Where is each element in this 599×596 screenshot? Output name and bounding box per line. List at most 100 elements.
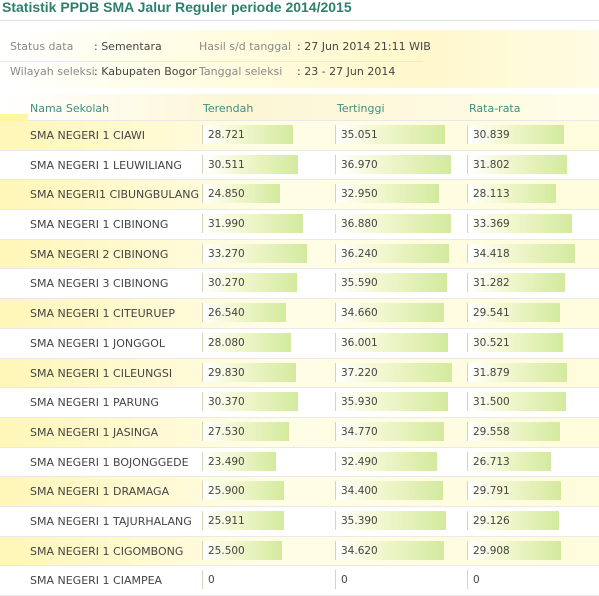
tertinggi-cell: 36.240 (335, 243, 453, 263)
rata-rata-bar (468, 540, 562, 560)
cell-separator (467, 243, 468, 263)
cell-separator (467, 392, 468, 412)
cell-separator (467, 273, 468, 293)
rata-rata-cell: 33.369 (467, 214, 585, 234)
table-row: SMA NEGERI 1 CITEURUEP 26.540 34.660 29.541 (0, 299, 599, 329)
school-name: SMA NEGERI 3 CIBINONG (30, 277, 169, 291)
terendah-value: 27.530 (208, 425, 245, 438)
cell-separator (202, 451, 203, 471)
cell-separator (467, 510, 468, 530)
cell-separator (335, 481, 336, 501)
tertinggi-cell: 35.930 (335, 392, 453, 412)
school-name: SMA NEGERI 1 CILEUNGSI (30, 366, 173, 380)
tertinggi-bar (336, 154, 452, 174)
tertinggi-value: 36.880 (341, 218, 378, 231)
tertinggi-cell: 36.970 (335, 154, 453, 174)
tertinggi-value: 34.400 (341, 485, 378, 498)
cell-separator (335, 303, 336, 323)
tertinggi-bar (336, 125, 446, 144)
table-row: SMA NEGERI 1 CIAMPEA 0 0 0 (0, 566, 599, 596)
header-highlight (0, 114, 28, 122)
terendah-cell: 30.370 (202, 392, 320, 412)
terendah-value: 28.080 (208, 336, 245, 349)
info-row-status: Status data : Sementara Hasil s/d tangga… (0, 35, 599, 62)
terendah-value: 30.511 (208, 158, 245, 171)
cell-separator (202, 125, 203, 144)
rata-rata-bar (468, 392, 567, 412)
tertinggi-cell: 34.400 (335, 481, 453, 501)
school-name: SMA NEGERI 1 CIGOMBONG (30, 544, 184, 558)
tertinggi-cell: 34.620 (335, 540, 453, 560)
cell-separator (335, 392, 336, 412)
cell-separator (202, 154, 203, 174)
rata-rata-cell: 31.282 (467, 273, 585, 293)
terendah-cell: 25.911 (202, 510, 320, 530)
header-rata-rata[interactable]: Rata-rata (469, 102, 521, 115)
cell-separator (335, 570, 336, 590)
terendah-cell: 31.990 (202, 214, 320, 234)
terendah-cell: 24.850 (202, 184, 320, 204)
cell-separator (467, 451, 468, 471)
rata-rata-cell: 28.113 (467, 184, 585, 204)
school-name: SMA NEGERI 1 CIAMPEA (30, 574, 163, 588)
terendah-cell: 29.830 (202, 362, 320, 382)
rata-rata-value: 29.791 (473, 485, 510, 498)
terendah-bar (203, 451, 277, 471)
rata-rata-cell: 30.521 (467, 332, 585, 352)
rata-rata-bar (468, 184, 556, 204)
school-name: SMA NEGERI 1 TAJURHALANG (30, 514, 192, 528)
cell-separator (467, 362, 468, 382)
terendah-value: 25.900 (208, 485, 245, 498)
cell-separator (202, 273, 203, 293)
tertinggi-value: 34.620 (341, 544, 378, 557)
terendah-bar (203, 540, 283, 560)
cell-separator (202, 481, 203, 501)
table-row: SMA NEGERI 1 DRAMAGA 25.900 34.400 29.791 (0, 477, 599, 507)
tertinggi-cell: 37.220 (335, 362, 453, 382)
tertinggi-bar (336, 421, 445, 441)
cell-separator (335, 421, 336, 441)
tertinggi-cell: 36.880 (335, 214, 453, 234)
cell-separator (335, 332, 336, 352)
rata-rata-cell: 29.791 (467, 481, 585, 501)
table-header: Nama Sekolah Terendah Tertinggi Rata-rat… (0, 94, 599, 122)
table-row: SMA NEGERI 1 TAJURHALANG 25.911 35.390 29.1… (0, 506, 599, 537)
rata-rata-bar (468, 273, 566, 293)
cell-separator (335, 214, 336, 234)
terendah-cell: 25.500 (202, 540, 320, 560)
tertinggi-bar (336, 243, 449, 263)
rata-rata-value: 29.908 (473, 544, 510, 557)
table-row: SMA NEGERI 1 CILEUNGSI 29.830 37.220 31.879 (0, 358, 599, 389)
rata-rata-cell: 34.418 (467, 243, 585, 263)
terendah-cell: 0 (202, 570, 320, 590)
hasil-value: : 27 Jun 2014 21:11 WIB (297, 40, 431, 53)
rata-rata-value: 29.126 (473, 514, 510, 527)
rata-rata-value: 31.500 (473, 396, 510, 409)
terendah-bar (203, 510, 284, 530)
rata-rata-cell: 0 (467, 570, 585, 590)
terendah-bar (203, 392, 298, 412)
status-value: : Sementara (94, 40, 162, 53)
header-nama-sekolah[interactable]: Nama Sekolah (30, 102, 110, 115)
rata-rata-bar (468, 243, 576, 263)
tertinggi-cell: 36.001 (335, 332, 453, 352)
header-terendah[interactable]: Terendah (203, 102, 254, 115)
tertinggi-cell: 35.051 (335, 125, 453, 144)
stats-table: Nama Sekolah Terendah Tertinggi Rata-rat… (0, 94, 599, 596)
tertinggi-bar (336, 303, 445, 323)
rata-rata-bar (468, 510, 559, 530)
school-name: SMA NEGERI 1 JASINGA (30, 425, 159, 439)
school-name: SMA NEGERI 1 CIBINONG (30, 218, 169, 232)
cell-separator (335, 273, 336, 293)
rata-rata-cell: 31.802 (467, 154, 585, 174)
tertinggi-bar (336, 273, 447, 293)
school-name: SMA NEGERI 2 CIBINONG (30, 247, 169, 261)
rata-rata-cell: 31.500 (467, 392, 585, 412)
table-row: SMA NEGERI 1 LEUWILIANG 30.511 36.970 31.80… (0, 150, 599, 181)
terendah-bar (203, 154, 299, 174)
rata-rata-value: 31.802 (473, 158, 510, 171)
header-tertinggi[interactable]: Tertinggi (337, 102, 385, 115)
terendah-cell: 28.080 (202, 332, 320, 352)
rata-rata-value: 34.418 (473, 247, 510, 260)
cell-separator (202, 540, 203, 560)
